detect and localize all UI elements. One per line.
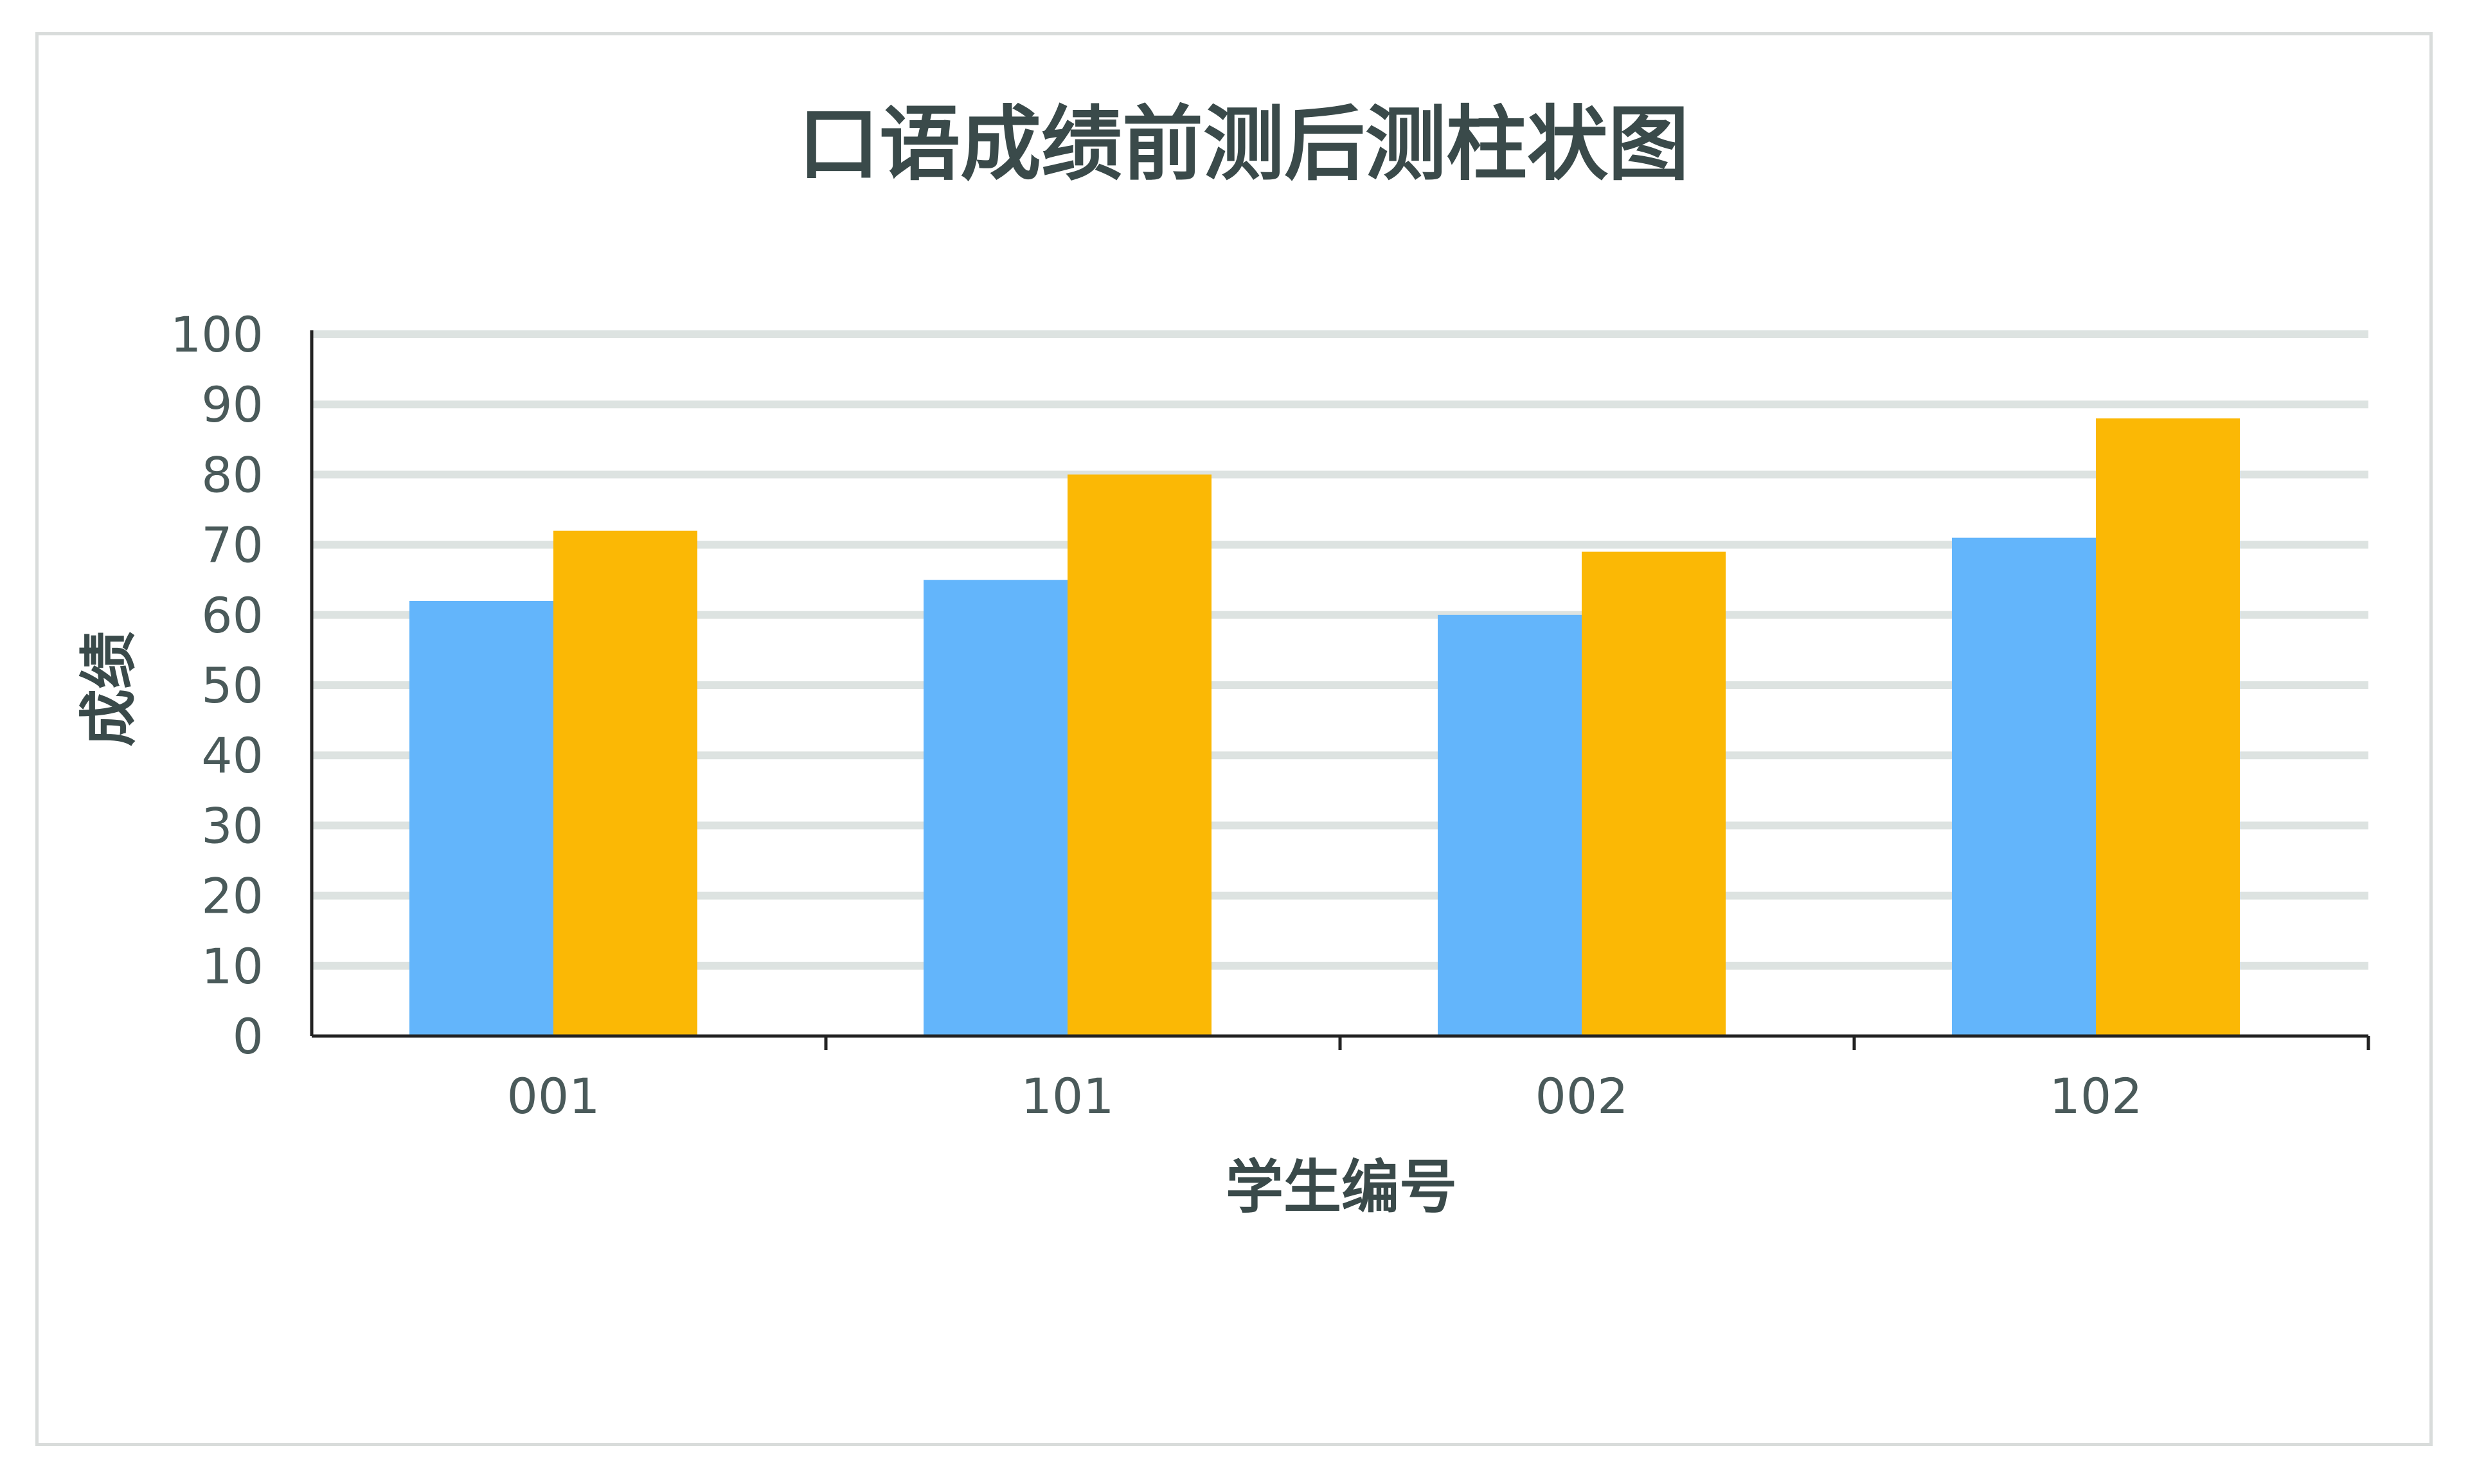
bar-002-series-2 — [1582, 551, 1726, 1036]
y-tick-label: 40 — [201, 727, 264, 784]
y-tick-label: 70 — [201, 517, 264, 574]
x-tick-labels: 001 101 002 102 — [506, 1068, 2142, 1125]
x-tick-label: 101 — [1021, 1068, 1114, 1125]
bar-102-series-1 — [1952, 537, 2096, 1036]
y-tick-label: 90 — [201, 376, 264, 433]
y-tick-label: 80 — [201, 446, 264, 503]
bar-002-series-1 — [1438, 614, 1582, 1036]
bar-001-series-1 — [409, 600, 553, 1036]
bars — [409, 418, 2240, 1036]
x-tick-label: 002 — [1535, 1068, 1628, 1125]
bar-102-series-2 — [2096, 418, 2240, 1036]
bar-101-series-2 — [1068, 474, 1212, 1036]
bar-001-series-2 — [553, 530, 697, 1036]
y-tick-label: 50 — [201, 657, 264, 714]
y-tick-label: 20 — [201, 868, 264, 925]
bar-101-series-1 — [924, 580, 1068, 1036]
x-axis-title: 学生编号 — [1226, 1154, 1457, 1221]
y-tick-label: 30 — [201, 797, 264, 854]
y-tick-label: 100 — [170, 306, 264, 363]
y-tick-label: 60 — [201, 587, 264, 644]
chart-title: 口语成绩前测后测柱状图 — [798, 97, 1689, 192]
y-axis-title: 成绩 — [75, 631, 143, 747]
y-tick-label: 0 — [233, 1008, 264, 1065]
y-tick-labels: 0 10 20 30 40 50 60 70 80 90 100 — [170, 306, 264, 1065]
x-tick-label: 001 — [506, 1068, 600, 1125]
axes — [310, 330, 2370, 1050]
y-tick-label: 10 — [201, 938, 264, 995]
x-tick-label: 102 — [2049, 1068, 2142, 1125]
